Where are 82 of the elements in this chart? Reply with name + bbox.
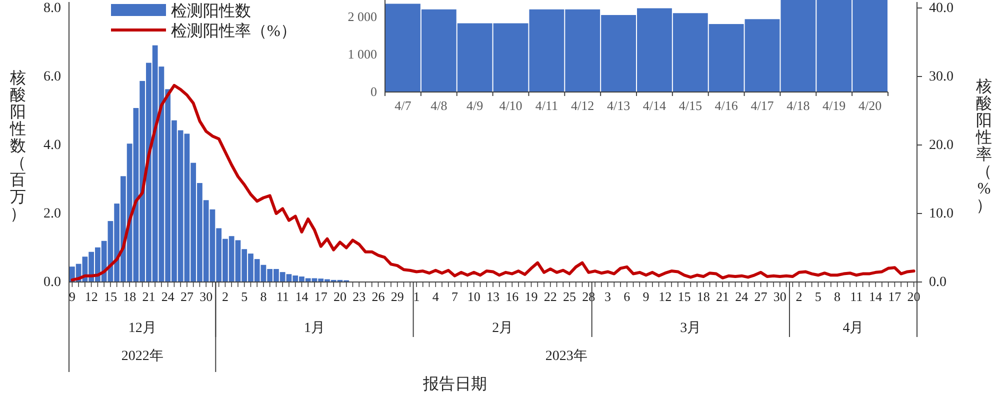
text: 核酸阳性数（百万）	[10, 70, 26, 223]
x-tick-label: 9	[642, 289, 650, 304]
x-tick-label: 15	[104, 289, 117, 304]
x-tick-label: 4/11	[535, 98, 558, 113]
text: 2月	[492, 321, 514, 336]
x-tick-label: 18	[696, 289, 710, 304]
text: 12月	[128, 321, 156, 336]
x-tick-label: 4/16	[714, 98, 738, 113]
x-tick-label: 4/17	[750, 98, 774, 113]
x-tick-label: 12	[658, 289, 672, 304]
x-tick-label: 8	[260, 289, 267, 304]
x-tick-label: 14	[295, 289, 309, 304]
x-tick-label: 11	[850, 289, 863, 304]
x-tick-label: 4/18	[786, 98, 810, 113]
y2-tick-label: 20.0	[929, 138, 954, 153]
text: 4月	[842, 321, 864, 336]
legend-label: 检测阳性率（%）	[171, 22, 296, 40]
x-tick-label: 29	[390, 289, 404, 304]
x-tick-label: 4/8	[430, 98, 448, 113]
x-tick-label: 27	[754, 289, 768, 304]
x-tick-label: 6	[624, 289, 631, 304]
x-tick-label: 17	[888, 289, 902, 304]
y-tick-label: 8.0	[44, 1, 61, 16]
text: 2023年	[545, 348, 588, 364]
text: 2022年	[121, 348, 164, 364]
x-tick-label: 4	[432, 289, 440, 304]
x-tick-label: 4/19	[822, 98, 846, 113]
x-tick-label: 17	[314, 289, 328, 304]
x-tick-label: 9	[68, 289, 76, 304]
x-tick-label: 4/13	[606, 98, 630, 113]
x-tick-label: 25	[563, 289, 576, 304]
y2-axis-title: 核酸阳性率（%）	[975, 78, 992, 214]
x-tick-label: 24	[735, 289, 749, 304]
y-tick-label: 4.0	[44, 138, 61, 153]
x-tick-label: 14	[869, 289, 883, 304]
text: 1月	[304, 321, 325, 336]
y2-tick-label: 40.0	[929, 1, 954, 16]
x-tick-label: 10	[467, 289, 480, 304]
x-tick-label: 4/10	[499, 98, 522, 113]
y-tick-label: 2 000	[348, 8, 377, 24]
x-tick-label: 16	[506, 289, 520, 304]
x-tick-label: 4/12	[571, 98, 594, 113]
x-tick-label: 12	[84, 289, 98, 304]
x-tick-label: 5	[814, 289, 822, 304]
x-tick-label: 4/7	[394, 98, 412, 113]
x-tick-label: 26	[372, 289, 386, 304]
x-tick-label: 23	[352, 289, 366, 304]
x-tick-label: 18	[123, 289, 136, 304]
legend-label: 检测阳性数	[171, 2, 251, 20]
x-tick-label: 4/9	[466, 98, 484, 113]
x-tick-label: 19	[524, 289, 538, 304]
x-tick-label: 24	[161, 289, 175, 304]
y-tick-label: 6.0	[44, 70, 61, 84]
x-tick-label: 15	[678, 289, 691, 304]
x-tick-label: 4/14	[642, 98, 667, 113]
x-tick-label: 30	[200, 289, 213, 304]
x-tick-label: 7	[451, 289, 458, 304]
x-tick-label: 1	[413, 289, 420, 304]
x-tick-label: 5	[241, 289, 248, 304]
y-tick-label: 2.0	[44, 206, 61, 222]
x-axis-title: 报告日期	[422, 375, 487, 393]
y2-tick-label: 0.0	[929, 275, 946, 290]
x-tick-label: 8	[834, 289, 841, 304]
y2-tick-label: 30.0	[929, 70, 954, 84]
x-tick-label: 2	[222, 289, 228, 304]
x-tick-label: 13	[486, 289, 500, 304]
x-tick-label: 3	[604, 289, 612, 304]
text: 3月	[680, 321, 702, 336]
y2-tick-label: 10.0	[929, 206, 954, 222]
y-tick-label: 0	[370, 84, 377, 99]
x-tick-label: 4/20	[858, 98, 882, 113]
y-tick-label: 0.0	[44, 275, 61, 290]
x-tick-label: 22	[544, 289, 557, 304]
x-tick-label: 30	[773, 289, 786, 304]
x-tick-label: 2	[796, 289, 802, 304]
x-tick-label: 11	[276, 289, 289, 304]
x-tick-label: 27	[180, 289, 194, 304]
x-tick-label: 20	[333, 289, 346, 304]
x-tick-label: 21	[142, 289, 156, 304]
y-tick-label: 1 000	[348, 46, 377, 62]
x-tick-label: 21	[716, 289, 730, 304]
x-tick-label: 4/15	[678, 98, 702, 113]
